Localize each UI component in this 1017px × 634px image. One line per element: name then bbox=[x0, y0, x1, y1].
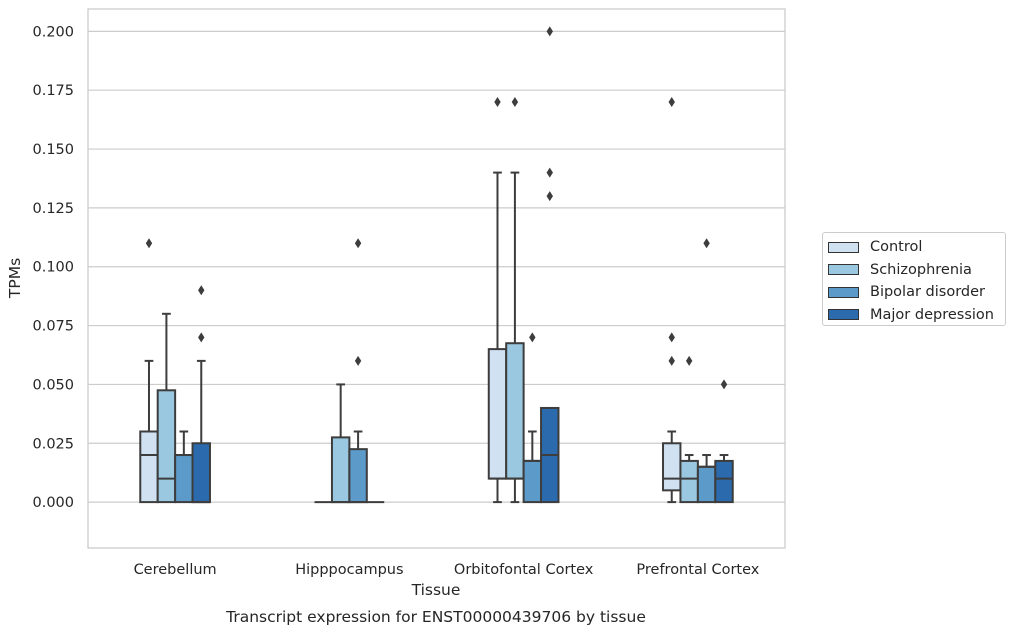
y-tick-label: 0.175 bbox=[32, 83, 74, 99]
legend-item-bipolar-disorder: Bipolar disorder bbox=[828, 281, 1005, 304]
box-iqr bbox=[330, 436, 351, 504]
y-tick-label: 0.150 bbox=[32, 142, 74, 158]
box-group bbox=[522, 332, 543, 504]
y-tick-label: 0.050 bbox=[32, 377, 74, 393]
x-tick-labels: Cerebellum Hipppocampus Orbitofontal Corte… bbox=[134, 562, 760, 578]
outlier-point bbox=[145, 238, 153, 249]
legend-item-schizophrenia: Schizophrenia bbox=[828, 259, 1005, 282]
box-group bbox=[696, 238, 717, 504]
outlier-point bbox=[685, 355, 693, 366]
outlier-point bbox=[668, 332, 675, 343]
box-group bbox=[662, 96, 682, 504]
y-tick-label: 0.200 bbox=[32, 24, 74, 40]
box-group bbox=[679, 355, 699, 504]
box-group bbox=[714, 379, 734, 504]
y-tick-label: 0.100 bbox=[32, 260, 74, 276]
legend-item-control: Control bbox=[828, 236, 1005, 259]
box-iqr bbox=[714, 459, 734, 504]
box-iqr bbox=[505, 342, 525, 480]
y-tick-label: 0.000 bbox=[32, 495, 74, 511]
x-tick-label: Cerebellum bbox=[134, 562, 217, 578]
y-tick-label: 0.025 bbox=[32, 436, 74, 452]
box-group bbox=[174, 430, 194, 504]
box-iqr bbox=[522, 459, 543, 504]
outlier-point bbox=[198, 332, 205, 343]
outlier-point bbox=[198, 285, 205, 296]
box-iqr bbox=[348, 448, 368, 504]
outlier-point bbox=[529, 332, 536, 343]
legend-label: Control bbox=[870, 239, 923, 256]
legend-item-major-depression: Major depression bbox=[828, 304, 1005, 327]
outlier-point bbox=[354, 238, 362, 249]
legend: Control Schizophrenia Bipolar disorder M… bbox=[822, 232, 1006, 326]
box-iqr bbox=[139, 430, 159, 504]
box-group bbox=[540, 26, 560, 504]
outlier-point bbox=[494, 96, 501, 107]
outlier-point bbox=[511, 96, 519, 107]
legend-label: Schizophrenia bbox=[870, 261, 972, 278]
box-group bbox=[505, 96, 525, 504]
box-iqr bbox=[156, 389, 177, 504]
y-tick-labels: 0.000 0.025 0.050 0.075 0.100 0.125 0.150 0.175… bbox=[32, 24, 74, 511]
legend-swatch-major-depression bbox=[828, 309, 859, 321]
box-group bbox=[348, 238, 368, 504]
legend-label: Bipolar disorder bbox=[870, 284, 985, 301]
box-group bbox=[139, 238, 159, 504]
x-tick-label: Hipppocampus bbox=[295, 562, 403, 578]
legend-swatch-schizophrenia bbox=[828, 264, 859, 276]
outlier-point bbox=[546, 167, 553, 178]
plot-frame bbox=[87, 8, 786, 549]
legend-swatch-control bbox=[828, 241, 859, 253]
outlier-point bbox=[546, 191, 553, 202]
outlier-point bbox=[668, 355, 675, 366]
chart-title: Transcript expression for ENST0000043970… bbox=[225, 608, 646, 626]
box-iqr bbox=[679, 459, 699, 504]
box-group bbox=[330, 383, 351, 504]
box-iqr bbox=[696, 465, 717, 504]
outlier-point bbox=[668, 96, 675, 107]
outlier-point bbox=[703, 238, 710, 249]
box-group bbox=[156, 312, 177, 504]
x-tick-label: Prefrontal Cortex bbox=[636, 562, 759, 578]
outlier-point bbox=[546, 26, 553, 37]
box-iqr bbox=[174, 454, 194, 504]
box-group bbox=[191, 285, 211, 504]
box-group bbox=[487, 96, 508, 504]
box-iqr bbox=[662, 442, 682, 492]
outlier-point bbox=[354, 355, 362, 366]
box-iqr bbox=[191, 442, 211, 504]
gridlines bbox=[88, 30, 785, 503]
x-tick-label: Orbitofontal Cortex bbox=[454, 562, 594, 578]
box-iqr bbox=[487, 348, 508, 480]
y-tick-label: 0.125 bbox=[32, 201, 74, 217]
y-tick-label: 0.075 bbox=[32, 319, 74, 335]
outlier-point bbox=[720, 379, 728, 390]
legend-label: Major depression bbox=[870, 306, 994, 323]
legend-swatch-bipolar-disorder bbox=[828, 286, 859, 298]
y-axis-label: TPMs bbox=[6, 258, 24, 299]
boxes bbox=[139, 26, 734, 504]
x-axis-label: Tissue bbox=[411, 581, 461, 599]
